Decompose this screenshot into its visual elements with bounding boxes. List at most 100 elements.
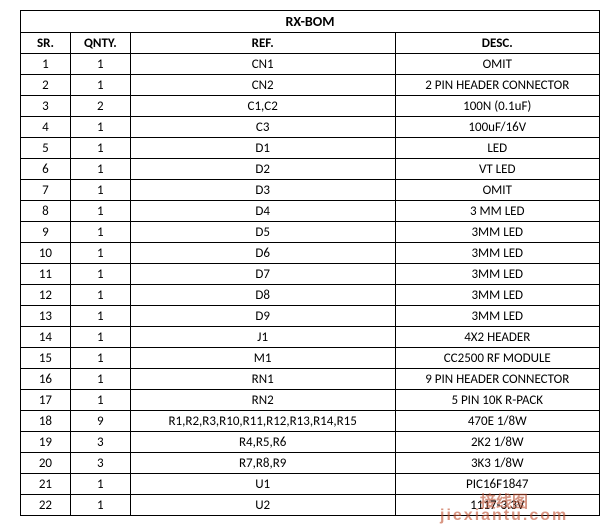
table-cell: C3 bbox=[130, 117, 395, 138]
table-cell: 2 bbox=[70, 96, 130, 117]
table-cell: 1 bbox=[70, 117, 130, 138]
table-cell: LED bbox=[395, 138, 599, 159]
table-cell: 1 bbox=[70, 180, 130, 201]
table-cell: CC2500 RF MODULE bbox=[395, 348, 599, 369]
table-cell: 1 bbox=[70, 222, 130, 243]
table-cell: R4,R5,R6 bbox=[130, 432, 395, 453]
table-cell: 3K3 1/8W bbox=[395, 453, 599, 474]
col-header-desc: DESC. bbox=[395, 33, 599, 54]
table-cell: 21 bbox=[21, 474, 71, 495]
table-cell: D5 bbox=[130, 222, 395, 243]
page-container: RX-BOM SR. QNTY. REF. DESC. 11CN1OMIT21C… bbox=[10, 10, 600, 516]
table-cell: R1,R2,R3,R10,R11,R12,R13,R14,R15 bbox=[130, 411, 395, 432]
table-cell: VT LED bbox=[395, 159, 599, 180]
table-cell: 1 bbox=[70, 348, 130, 369]
table-cell: 6 bbox=[21, 159, 71, 180]
table-cell: 9 PIN HEADER CONNECTOR bbox=[395, 369, 599, 390]
table-cell: 9 bbox=[21, 222, 71, 243]
table-cell: 4X2 HEADER bbox=[395, 327, 599, 348]
table-cell: D8 bbox=[130, 285, 395, 306]
table-row: 91D53MM LED bbox=[21, 222, 600, 243]
table-cell: RN2 bbox=[130, 390, 395, 411]
table-cell: 1 bbox=[70, 201, 130, 222]
table-cell: 3 bbox=[70, 432, 130, 453]
table-title: RX-BOM bbox=[21, 11, 600, 33]
table-cell: 9 bbox=[70, 411, 130, 432]
table-cell: 2 bbox=[21, 75, 71, 96]
table-cell: 1 bbox=[70, 495, 130, 516]
table-cell: 100N (0.1uF) bbox=[395, 96, 599, 117]
table-cell: 3MM LED bbox=[395, 264, 599, 285]
title-row: RX-BOM bbox=[21, 11, 600, 33]
table-cell: J1 bbox=[130, 327, 395, 348]
table-cell: 3MM LED bbox=[395, 306, 599, 327]
table-cell: 1 bbox=[70, 285, 130, 306]
col-header-qnty: QNTY. bbox=[70, 33, 130, 54]
table-cell: 1 bbox=[70, 243, 130, 264]
table-cell: 3 MM LED bbox=[395, 201, 599, 222]
table-cell: 18 bbox=[21, 411, 71, 432]
table-cell: 1 bbox=[70, 306, 130, 327]
table-cell: 8 bbox=[21, 201, 71, 222]
table-row: 131D93MM LED bbox=[21, 306, 600, 327]
table-cell: 1 bbox=[70, 327, 130, 348]
table-cell: 3 bbox=[21, 96, 71, 117]
table-cell: U2 bbox=[130, 495, 395, 516]
table-cell: 15 bbox=[21, 348, 71, 369]
table-cell: 20 bbox=[21, 453, 71, 474]
table-cell: 1 bbox=[70, 390, 130, 411]
table-row: 193R4,R5,R62K2 1/8W bbox=[21, 432, 600, 453]
col-header-ref: REF. bbox=[130, 33, 395, 54]
table-cell: 3MM LED bbox=[395, 222, 599, 243]
table-cell: 4 bbox=[21, 117, 71, 138]
table-cell: 5 bbox=[21, 138, 71, 159]
table-cell: 1 bbox=[70, 369, 130, 390]
table-row: 101D63MM LED bbox=[21, 243, 600, 264]
table-cell: 1 bbox=[70, 264, 130, 285]
table-cell: 100uF/16V bbox=[395, 117, 599, 138]
table-cell: CN1 bbox=[130, 54, 395, 75]
table-cell: 16 bbox=[21, 369, 71, 390]
table-cell: OMIT bbox=[395, 54, 599, 75]
table-row: 51D1LED bbox=[21, 138, 600, 159]
table-row: 21CN22 PIN HEADER CONNECTOR bbox=[21, 75, 600, 96]
table-cell: D1 bbox=[130, 138, 395, 159]
table-row: 81D43 MM LED bbox=[21, 201, 600, 222]
col-header-sr: SR. bbox=[21, 33, 71, 54]
table-cell: 470E 1/8W bbox=[395, 411, 599, 432]
table-row: 221U21117-3.3V bbox=[21, 495, 600, 516]
table-row: 41C3100uF/16V bbox=[21, 117, 600, 138]
bom-table: RX-BOM SR. QNTY. REF. DESC. 11CN1OMIT21C… bbox=[20, 10, 600, 516]
table-cell: 12 bbox=[21, 285, 71, 306]
table-cell: 10 bbox=[21, 243, 71, 264]
table-row: 11CN1OMIT bbox=[21, 54, 600, 75]
header-row: SR. QNTY. REF. DESC. bbox=[21, 33, 600, 54]
table-cell: D9 bbox=[130, 306, 395, 327]
table-row: 203R7,R8,R93K3 1/8W bbox=[21, 453, 600, 474]
table-cell: OMIT bbox=[395, 180, 599, 201]
table-row: 32C1,C2100N (0.1uF) bbox=[21, 96, 600, 117]
table-cell: 1 bbox=[70, 54, 130, 75]
table-cell: 2 PIN HEADER CONNECTOR bbox=[395, 75, 599, 96]
table-cell: 17 bbox=[21, 390, 71, 411]
table-row: 171RN25 PIN 10K R-PACK bbox=[21, 390, 600, 411]
table-cell: 14 bbox=[21, 327, 71, 348]
table-row: 211U1PIC16F1847 bbox=[21, 474, 600, 495]
table-cell: 1117-3.3V bbox=[395, 495, 599, 516]
table-row: 111D73MM LED bbox=[21, 264, 600, 285]
table-cell: 2K2 1/8W bbox=[395, 432, 599, 453]
table-row: 61D2VT LED bbox=[21, 159, 600, 180]
table-cell: 3 bbox=[70, 453, 130, 474]
table-cell: 13 bbox=[21, 306, 71, 327]
table-cell: D6 bbox=[130, 243, 395, 264]
table-cell: 1 bbox=[70, 474, 130, 495]
table-row: 189R1,R2,R3,R10,R11,R12,R13,R14,R15470E … bbox=[21, 411, 600, 432]
table-cell: D4 bbox=[130, 201, 395, 222]
table-row: 121D83MM LED bbox=[21, 285, 600, 306]
table-cell: M1 bbox=[130, 348, 395, 369]
table-cell: D7 bbox=[130, 264, 395, 285]
table-row: 161RN19 PIN HEADER CONNECTOR bbox=[21, 369, 600, 390]
table-cell: 3MM LED bbox=[395, 243, 599, 264]
table-cell: C1,C2 bbox=[130, 96, 395, 117]
table-cell: PIC16F1847 bbox=[395, 474, 599, 495]
